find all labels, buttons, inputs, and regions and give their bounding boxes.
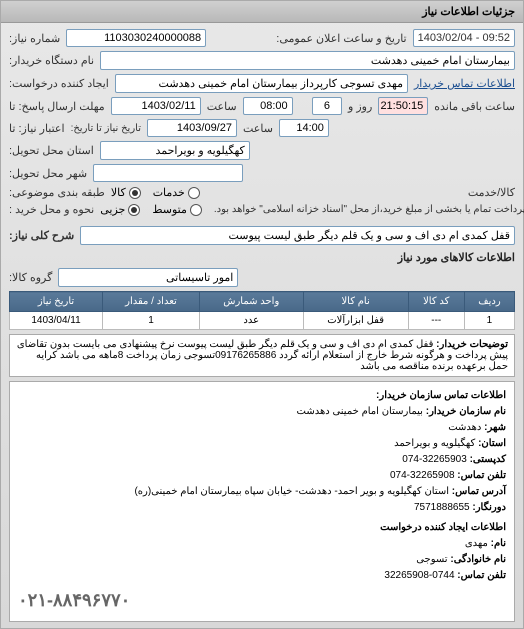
contact2-title: اطلاعات ایجاد کننده درخواست	[18, 520, 506, 536]
remain-time: 21:50:15	[378, 97, 428, 115]
province-value: کهگیلویه و بویراحمد	[100, 141, 250, 160]
validity-sub: تاریخ نیاز تا تاریخ:	[71, 123, 141, 134]
table-row: 1 --- قفل ابزارآلات عدد 1 1403/04/11	[10, 312, 515, 330]
validity-date: 1403/09/27	[147, 119, 237, 137]
radio-motevaset[interactable]: متوسط	[152, 203, 202, 216]
org-value: بیمارستان امام خمینی دهدشت	[100, 51, 515, 70]
buy-radios: متوسط جزیی	[100, 203, 202, 216]
goods-table: ردیف کد کالا نام کالا واحد شمارش تعداد /…	[9, 291, 515, 330]
deadline-date: 1403/02/11	[111, 97, 201, 115]
contact1-title: اطلاعات تماس سازمان خریدار:	[18, 388, 506, 404]
summary-label: شرح کلی نیاز:	[9, 229, 74, 242]
org-label: نام دستگاه خریدار:	[9, 54, 94, 67]
buyer-desc-label: توضیحات خریدار:	[436, 339, 508, 350]
row-city: شهر محل تحویل:	[9, 164, 515, 182]
budget-radios: خدمات کالا	[111, 186, 200, 199]
row-deadline: ساعت باقی مانده 21:50:15 روز و 6 08:00 س…	[9, 97, 515, 115]
table-header-row: ردیف کد کالا نام کالا واحد شمارش تعداد /…	[10, 292, 515, 312]
province-label: استان محل تحویل:	[9, 144, 94, 157]
col-1: کد کالا	[408, 292, 464, 312]
radio-kala[interactable]: کالا	[111, 186, 141, 199]
row-request-no: 09:52 - 1403/02/04 تاریخ و ساعت اعلان عم…	[9, 29, 515, 47]
deadline-time-label: ساعت	[207, 100, 237, 113]
deadline-label: مهلت ارسال پاسخ: تا	[9, 100, 105, 113]
row-validity: 14:00 ساعت 1403/09/27 تاریخ نیاز تا تاری…	[9, 119, 515, 137]
goods-group-label: گروه کالا:	[9, 271, 52, 284]
remain-days: 6	[312, 97, 342, 115]
details-panel: جزئیات اطلاعات نیاز 09:52 - 1403/02/04 ت…	[0, 0, 524, 629]
row-buytype: پرداخت تمام یا بخشی از مبلغ خرید،از محل …	[9, 203, 515, 216]
radio-khadamat[interactable]: خدمات	[153, 186, 200, 199]
radio-jozi[interactable]: جزیی	[100, 203, 140, 216]
row-province: کهگیلویه و بویراحمد استان محل تحویل:	[9, 141, 515, 160]
goods-group-value: امور تاسیساتی	[58, 268, 238, 287]
col-3: واحد شمارش	[199, 292, 303, 312]
deadline-time: 08:00	[243, 97, 293, 115]
remain-suffix: ساعت باقی مانده	[434, 100, 515, 113]
city-label: شهر محل تحویل:	[9, 167, 87, 180]
buyer-desc-block: توضیحات خریدار: قفل کمدی ام دی اف و سی و…	[9, 334, 515, 377]
creator-contact-link[interactable]: اطلاعات تماس خریدار	[414, 77, 515, 90]
creator-label: ایجاد کننده درخواست:	[9, 77, 109, 90]
goods-section-title: اطلاعات کالاهای مورد نیاز	[9, 251, 515, 264]
col-5: تاریخ نیاز	[10, 292, 103, 312]
row-creator: اطلاعات تماس خریدار مهدی تسوجی کارپرداز …	[9, 74, 515, 93]
budget-label: طبقه بندی موضوعی:	[9, 186, 105, 199]
validity-label: اعتبار نیاز: تا	[9, 122, 65, 135]
col-2: نام کالا	[303, 292, 408, 312]
validity-time: 14:00	[279, 119, 329, 137]
panel-body: 09:52 - 1403/02/04 تاریخ و ساعت اعلان عم…	[1, 23, 523, 628]
col-4: تعداد / مقدار	[103, 292, 200, 312]
buytype-label: نحوه و محل خرید :	[9, 203, 94, 216]
city-value	[93, 164, 243, 182]
request-no-label: شماره نیاز:	[9, 32, 60, 45]
buyer-desc-text: قفل کمدی ام دی اف و سی و یک قلم دیگر طبق…	[17, 339, 508, 372]
contact-org-block: اطلاعات تماس سازمان خریدار: نام سازمان خ…	[9, 381, 515, 622]
row-org: بیمارستان امام خمینی دهدشت نام دستگاه خر…	[9, 51, 515, 70]
col-0: ردیف	[464, 292, 514, 312]
cash-label: کالا/خدمت	[468, 186, 515, 199]
pub-datetime-value: 09:52 - 1403/02/04	[413, 32, 515, 44]
remain-days-label: روز و	[348, 100, 372, 113]
row-summary: قفل کمدی ام دی اف و سی و یک قلم دیگر طبق…	[9, 226, 515, 245]
summary-value: قفل کمدی ام دی اف و سی و یک قلم دیگر طبق…	[80, 226, 515, 245]
validity-time-label: ساعت	[243, 122, 273, 135]
row-budget: کالا/خدمت خدمات کالا طبقه بندی موضوعی:	[9, 186, 515, 199]
buy-note: پرداخت تمام یا بخشی از مبلغ خرید،از محل …	[214, 204, 524, 215]
panel-title: جزئیات اطلاعات نیاز	[1, 1, 523, 23]
pub-datetime-label: تاریخ و ساعت اعلان عمومی:	[276, 32, 406, 45]
big-phone: ۰۲۱-۸۸۴۹۶۷۷۰	[18, 586, 506, 615]
request-no-value: 1103030240000088	[66, 29, 206, 47]
creator-value: مهدی تسوجی کارپرداز بیمارستان امام خمینی…	[115, 74, 408, 93]
row-goods-group: امور تاسیساتی گروه کالا:	[9, 268, 515, 287]
